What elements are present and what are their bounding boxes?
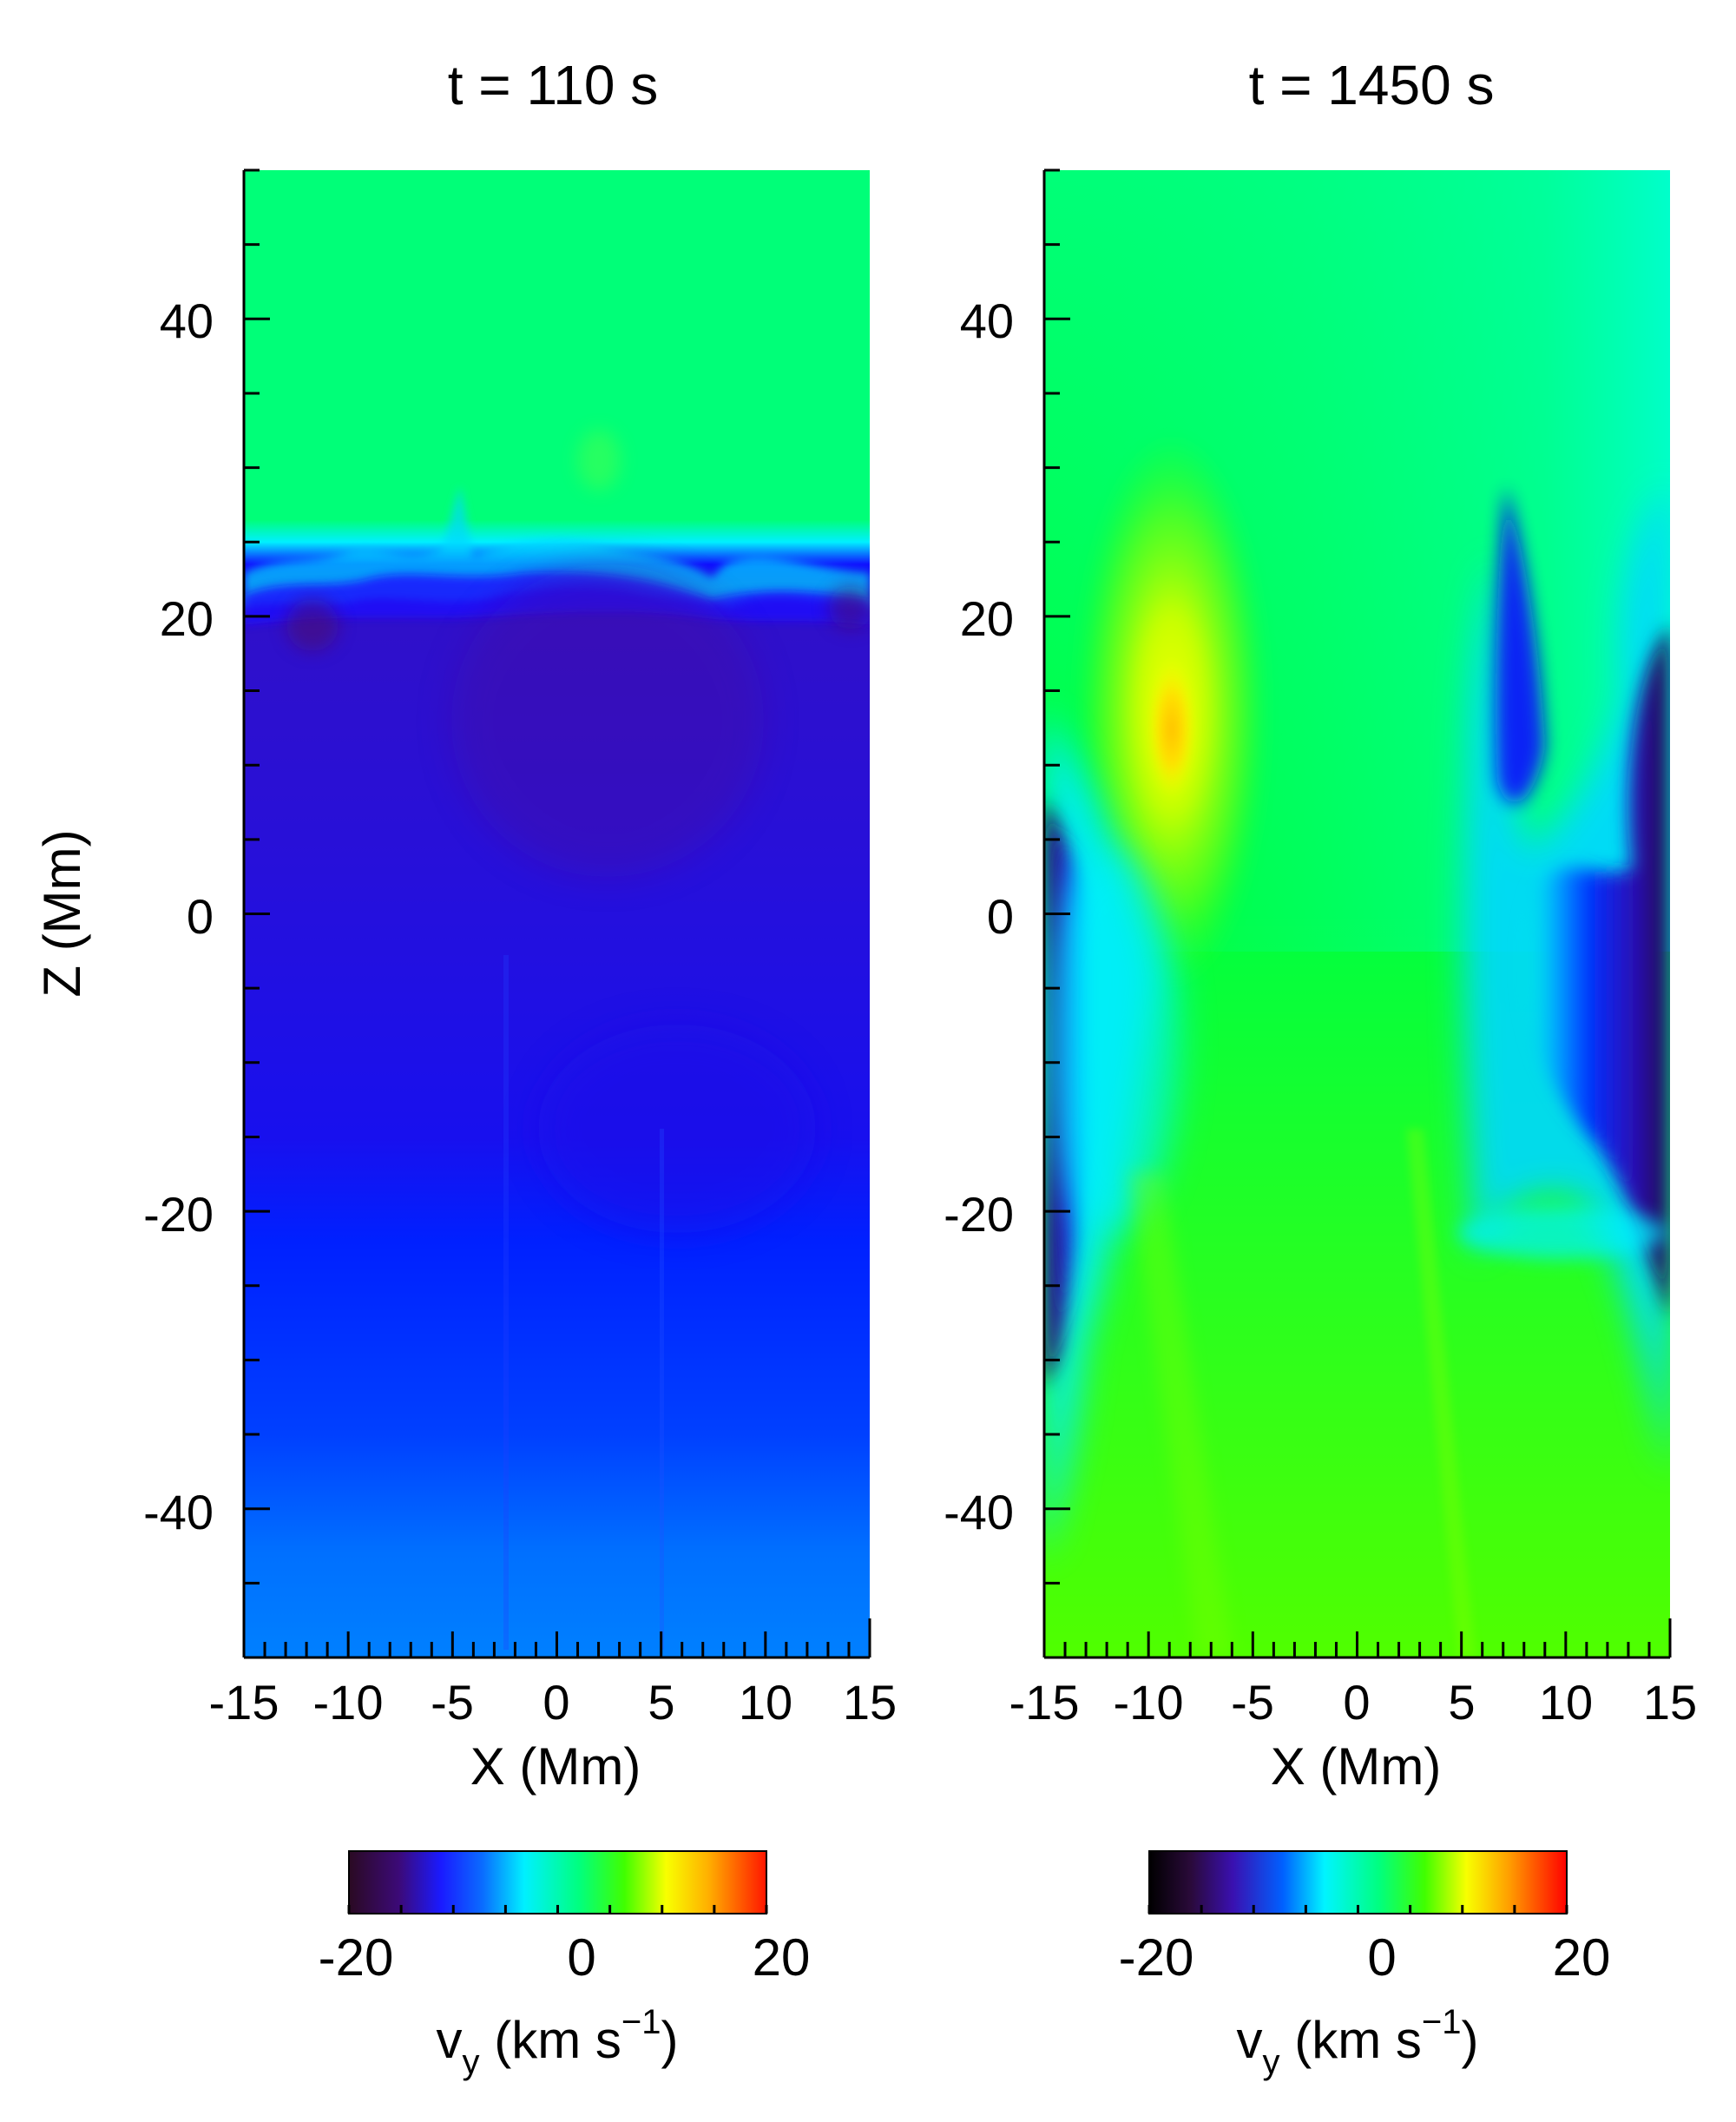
colorbar-tick-label: 20 [1553, 1928, 1611, 1987]
panel-right-title: t = 1450 s [1249, 54, 1495, 116]
left-x-axis-label: X (Mm) [470, 1737, 641, 1796]
right-x-axis-label: X (Mm) [1271, 1737, 1442, 1796]
y-tick-label: 0 [187, 889, 214, 944]
y-tick-label: 20 [960, 591, 1014, 646]
y-tick-label: 0 [987, 889, 1014, 944]
x-tick-label: 10 [739, 1675, 792, 1730]
colorbar-tick-label: 20 [753, 1928, 811, 1987]
colorbar-left-label: vy (km s−1) [437, 2003, 679, 2081]
y-tick-label: -20 [143, 1187, 214, 1242]
y-tick-label: 40 [960, 293, 1014, 348]
left-y-axis-label: Z (Mm) [33, 829, 91, 997]
heatmap-left [244, 170, 870, 1657]
heatmap-right [1044, 170, 1670, 1657]
x-tick-label: 10 [1539, 1675, 1593, 1730]
x-tick-label: -5 [431, 1675, 474, 1730]
x-tick-label: 5 [1448, 1675, 1475, 1730]
right-x-tick-labels: -15 -10 -5 0 5 10 15 [1009, 1675, 1698, 1730]
panel-right: t = 1450 s [944, 54, 1697, 2081]
colorbar-right-gradient [1148, 1850, 1568, 1914]
panel-left-title: t = 110 s [448, 54, 659, 116]
x-tick-label: -10 [1114, 1675, 1184, 1730]
y-tick-label: -20 [944, 1187, 1014, 1242]
x-tick-label: -10 [313, 1675, 384, 1730]
x-tick-label: -5 [1231, 1675, 1274, 1730]
y-tick-label: -40 [944, 1485, 1014, 1539]
left-x-tick-labels: -15 -10 -5 0 5 10 15 [209, 1675, 898, 1730]
colorbar-tick-label: 0 [567, 1928, 595, 1987]
colorbar-tick-label: 0 [1367, 1928, 1396, 1987]
x-tick-label: 15 [1643, 1675, 1697, 1730]
x-tick-label: -15 [1009, 1675, 1080, 1730]
y-tick-label: 20 [160, 591, 214, 646]
y-tick-label: -40 [143, 1485, 214, 1539]
colorbar-right: -20 0 20 vy (km s−1) [1119, 1850, 1611, 2081]
x-tick-label: -15 [209, 1675, 279, 1730]
x-tick-label: 0 [1343, 1675, 1370, 1730]
colorbar-left: -20 0 20 vy (km s−1) [319, 1850, 811, 2081]
x-tick-label: 0 [542, 1675, 569, 1730]
x-tick-label: 5 [648, 1675, 674, 1730]
colorbar-right-label: vy (km s−1) [1237, 2003, 1479, 2081]
colorbar-tick-label: -20 [1119, 1928, 1194, 1987]
x-tick-label: 15 [843, 1675, 897, 1730]
colorbar-left-gradient [348, 1850, 767, 1914]
panel-left: t = 110 s 40 20 0 -20 -4 [33, 54, 897, 2081]
left-y-tick-labels: 40 20 0 -20 -40 [143, 293, 214, 1539]
right-y-tick-labels: 40 20 0 -20 -40 [944, 293, 1014, 1539]
y-tick-label: 40 [160, 293, 214, 348]
colorbar-tick-label: -20 [319, 1928, 394, 1987]
